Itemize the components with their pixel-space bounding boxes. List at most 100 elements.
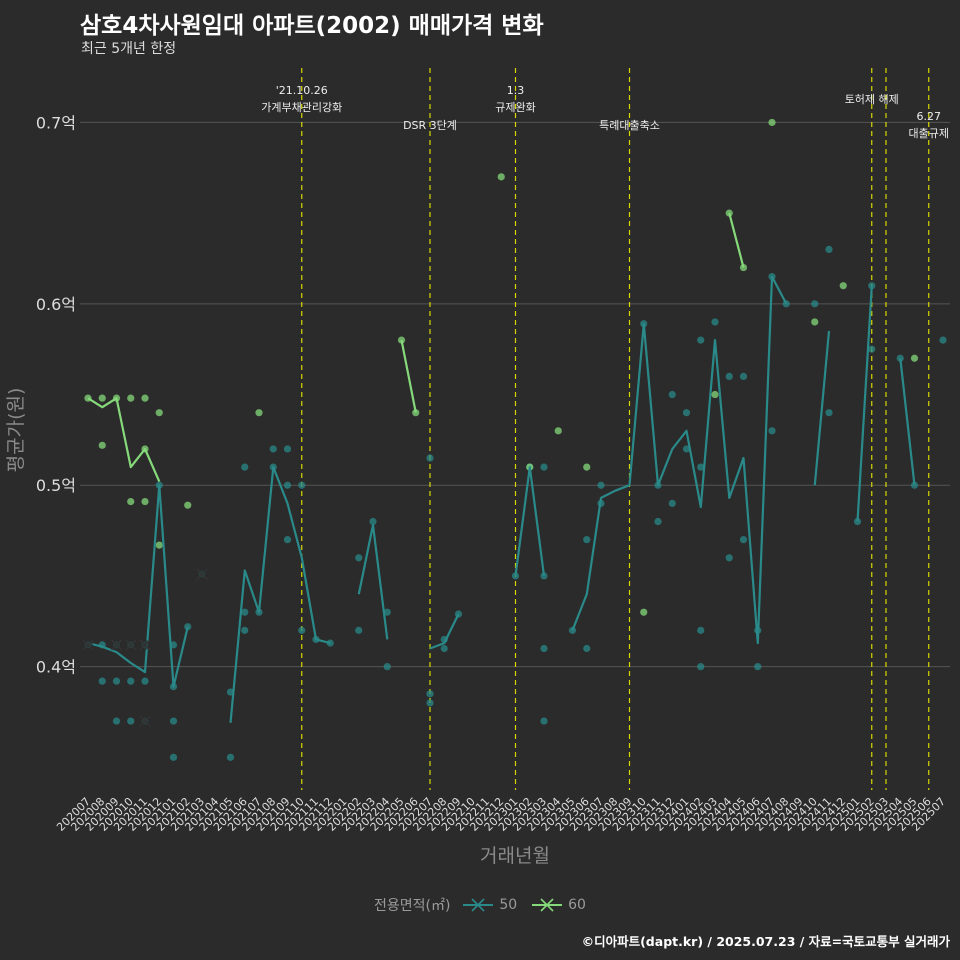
point-60 <box>711 390 719 399</box>
point-50 <box>668 390 676 399</box>
series-line-60 <box>400 339 417 413</box>
point-50 <box>383 663 391 671</box>
event-label: 대출규제 <box>909 127 949 140</box>
cross-marker <box>110 639 123 651</box>
point-50 <box>768 427 776 435</box>
point-50 <box>511 572 520 580</box>
point-50 <box>426 454 434 462</box>
series-line-60 <box>728 212 745 268</box>
point-50 <box>169 717 178 725</box>
point-50 <box>98 677 106 685</box>
legend-swatch-50 <box>455 897 499 913</box>
cross-marker <box>139 639 151 651</box>
legend-swatch-60 <box>522 897 568 913</box>
point-60 <box>155 541 163 549</box>
point-50 <box>269 445 277 453</box>
point-60 <box>184 501 192 509</box>
point-50 <box>739 372 748 380</box>
point-60 <box>811 318 819 326</box>
point-50 <box>697 663 705 671</box>
point-50 <box>939 336 947 344</box>
event-date-label: 1.3 <box>507 84 525 97</box>
series-line-50 <box>357 523 389 640</box>
event-label: DSR 3단계 <box>403 119 457 132</box>
point-50 <box>811 300 819 308</box>
point-50 <box>697 336 705 344</box>
point-50 <box>825 409 833 417</box>
point-50 <box>226 753 235 761</box>
event-label: 토허제 해제 <box>845 92 899 106</box>
cross-marker <box>139 715 151 727</box>
point-50 <box>426 690 434 698</box>
point-60 <box>155 409 163 417</box>
point-50 <box>654 517 662 526</box>
point-60 <box>739 263 748 272</box>
point-50 <box>868 345 876 353</box>
point-50 <box>896 354 904 362</box>
point-50 <box>825 245 833 254</box>
point-50 <box>754 663 762 671</box>
point-50 <box>597 481 605 489</box>
point-50 <box>540 572 548 580</box>
series-line-50 <box>514 466 546 577</box>
series-line-60 <box>87 397 161 483</box>
legend-label-60: 60 <box>568 897 586 913</box>
point-50 <box>241 626 249 634</box>
point-50 <box>283 445 292 453</box>
point-60 <box>141 394 149 402</box>
event-label: 규제완화 <box>495 101 535 114</box>
point-50 <box>540 644 548 653</box>
point-50 <box>910 481 919 489</box>
cross-marker <box>125 639 137 651</box>
point-60 <box>141 497 149 506</box>
point-50 <box>169 753 178 761</box>
point-60 <box>127 497 135 506</box>
caption: ©디아파트(dapt.kr) / 2025.07.23 / 자료=국토교통부 실… <box>581 934 950 949</box>
point-60 <box>839 282 847 290</box>
event-label: 특례대출축소 <box>599 119 660 132</box>
legend-title: 전용면적(㎡) <box>374 898 451 914</box>
point-60 <box>910 354 919 362</box>
y-tick-label: 0.7억 <box>36 113 76 132</box>
legend: 전용면적(㎡) 50 60 <box>0 895 960 915</box>
point-50 <box>112 717 121 725</box>
point-50 <box>440 644 448 653</box>
point-50 <box>298 626 306 634</box>
point-50 <box>725 554 733 562</box>
point-50 <box>668 499 676 507</box>
point-50 <box>697 626 705 634</box>
point-50 <box>298 481 306 489</box>
series-line-50 <box>571 275 788 645</box>
event-date-label: 6.27 <box>917 110 942 123</box>
chart-subtitle: 최근 5개년 한정 <box>81 41 177 57</box>
point-50 <box>697 463 705 471</box>
point-60 <box>554 427 562 435</box>
x-axis-title: 거래년월 <box>480 845 550 867</box>
series-line-50 <box>899 358 916 486</box>
point-50 <box>725 372 733 380</box>
point-50 <box>682 409 691 417</box>
event-label: 가계부채관리강화 <box>261 101 342 114</box>
point-50 <box>739 536 748 544</box>
point-50 <box>868 282 876 290</box>
point-50 <box>112 677 121 685</box>
series-line-50 <box>429 613 460 650</box>
point-50 <box>682 445 691 453</box>
point-60 <box>127 394 135 402</box>
event-date-label: '21.10.26 <box>276 84 328 97</box>
y-tick-label: 0.6억 <box>36 295 76 314</box>
point-60 <box>255 409 263 417</box>
point-50 <box>283 481 292 489</box>
point-60 <box>497 173 505 181</box>
point-50 <box>426 699 434 707</box>
point-50 <box>853 517 862 526</box>
point-50 <box>355 554 363 562</box>
point-50 <box>711 318 719 326</box>
point-50 <box>540 717 548 725</box>
cross-marker <box>196 568 208 580</box>
point-50 <box>383 608 391 616</box>
point-50 <box>583 536 591 544</box>
point-60 <box>640 608 648 616</box>
point-60 <box>583 463 591 471</box>
